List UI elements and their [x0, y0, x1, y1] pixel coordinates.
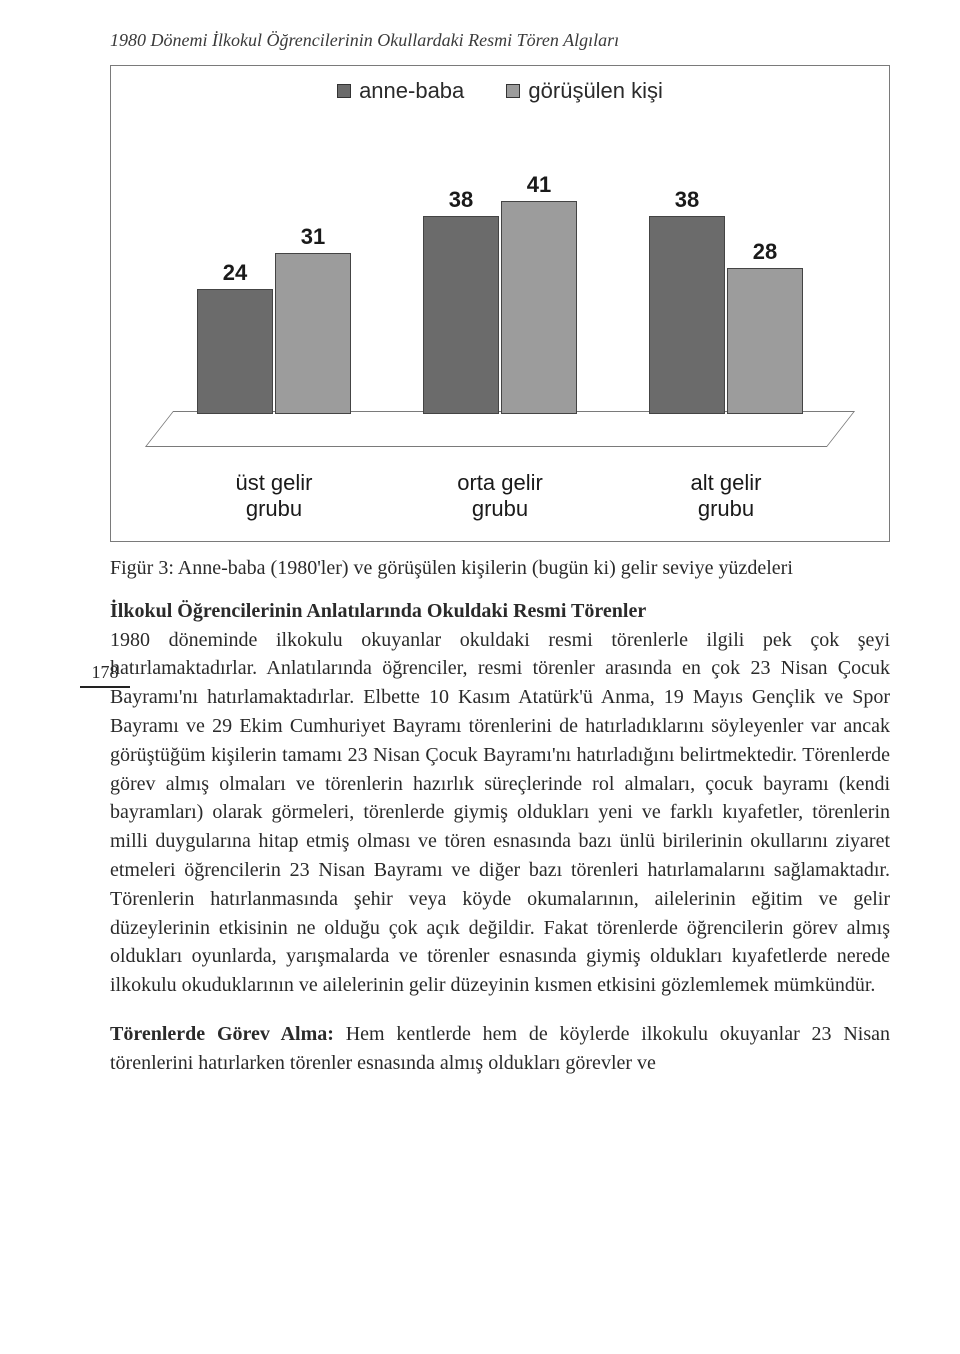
- income-level-bar-chart: anne-baba görüşülen kişi 243138413828 üs…: [110, 65, 890, 542]
- bar: 38: [423, 216, 499, 414]
- bar-value-label: 38: [424, 187, 498, 213]
- legend-item-anne-baba: anne-baba: [337, 78, 464, 104]
- bar: 41: [501, 201, 577, 414]
- x-tick-label: orta gelirgrubu: [420, 470, 580, 523]
- legend-label: görüşülen kişi: [528, 78, 663, 104]
- bar-value-label: 41: [502, 172, 576, 198]
- legend-swatch-icon: [506, 84, 520, 98]
- bar: 24: [197, 289, 273, 414]
- legend-item-gorusulen-kisi: görüşülen kişi: [506, 78, 663, 104]
- body-paragraph-1: İlkokul Öğrencilerinin Anlatılarında Oku…: [110, 597, 890, 1000]
- bar: 28: [727, 268, 803, 414]
- chart-legend: anne-baba görüşülen kişi: [121, 78, 879, 104]
- page-number: 178: [80, 662, 130, 683]
- body-paragraph-2: Törenlerde Görev Alma: Hem kentlerde hem…: [110, 1020, 890, 1078]
- chart-bars: 243138413828: [161, 154, 839, 414]
- bar: 38: [649, 216, 725, 414]
- legend-label: anne-baba: [359, 78, 464, 104]
- bar: 31: [275, 253, 351, 414]
- legend-swatch-icon: [337, 84, 351, 98]
- paragraph-2-lead: Törenlerde Görev Alma:: [110, 1023, 334, 1045]
- chart-3d-floor: [145, 411, 855, 447]
- bar-value-label: 24: [198, 260, 272, 286]
- page-number-rule: [80, 686, 130, 688]
- section-title: İlkokul Öğrencilerinin Anlatılarında Oku…: [110, 600, 646, 622]
- bar-value-label: 38: [650, 187, 724, 213]
- bar-value-label: 28: [728, 239, 802, 265]
- chart-x-axis: üst gelirgrubu orta gelirgrubu alt gelirgr…: [161, 470, 839, 523]
- bar-group: 3841: [423, 201, 577, 414]
- running-header: 1980 Dönemi İlkokul Öğrencilerinin Okull…: [70, 30, 890, 51]
- chart-plot-area: 243138413828: [121, 114, 879, 464]
- body-paragraph-1-text: 1980 döneminde ilkokulu okuyanlar okulda…: [110, 629, 890, 997]
- x-tick-label: alt gelirgrubu: [646, 470, 806, 523]
- bar-group: 2431: [197, 253, 351, 414]
- bar-group: 3828: [649, 216, 803, 414]
- page-number-marginal: 178: [80, 662, 130, 688]
- x-tick-label: üst gelirgrubu: [194, 470, 354, 523]
- bar-value-label: 31: [276, 224, 350, 250]
- figure-caption: Figür 3: Anne-baba (1980'ler) ve görüşül…: [110, 554, 890, 583]
